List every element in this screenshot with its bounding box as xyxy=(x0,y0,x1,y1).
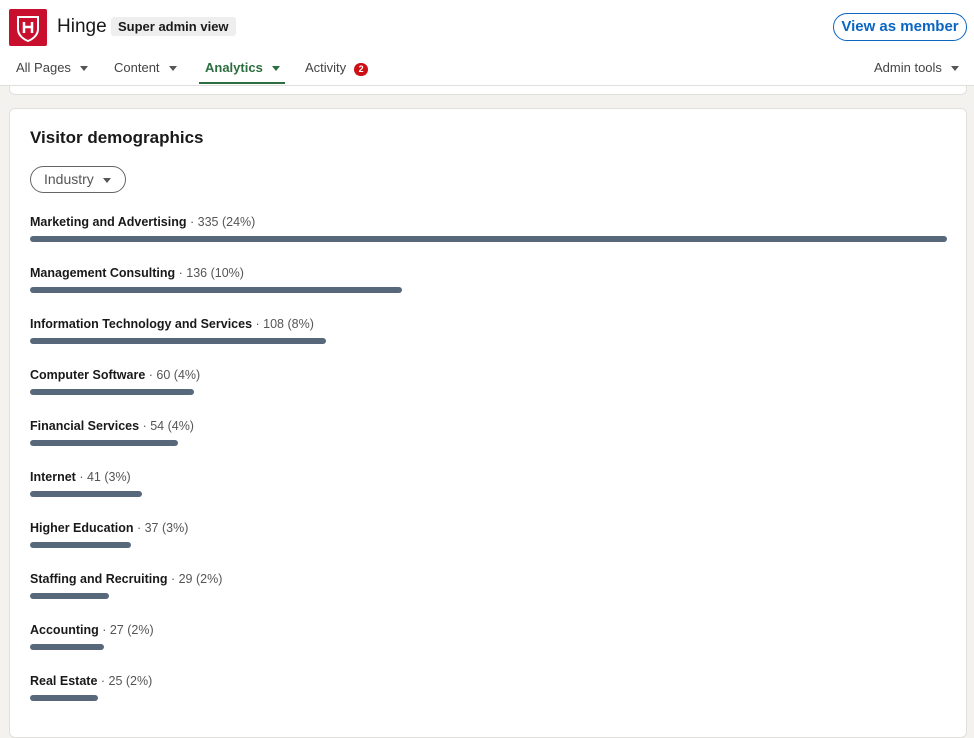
page-header: Hinge Super admin view View as member Al… xyxy=(0,0,974,86)
org-name: Hinge xyxy=(57,16,107,37)
industry-stats: · 27 (2%) xyxy=(98,623,154,637)
row-label: Internet · 41 (3%) xyxy=(30,470,131,484)
bar-track xyxy=(30,695,947,701)
row-label: Information Technology and Services · 10… xyxy=(30,317,314,331)
industry-stats: · 54 (4%) xyxy=(139,419,194,433)
bar-track xyxy=(30,542,947,548)
view-as-member-button[interactable]: View as member xyxy=(833,13,967,41)
industry-bar xyxy=(30,389,195,395)
industry-bar xyxy=(30,593,110,599)
industry-bar xyxy=(30,287,403,293)
admin-tools-menu[interactable]: Admin tools xyxy=(874,60,959,84)
industry-name: Computer Software xyxy=(30,368,146,382)
menu-label: Admin tools xyxy=(874,60,942,75)
visitor-demographics-card: Visitor demographics Industry Marketing … xyxy=(9,108,967,738)
industry-bar xyxy=(30,542,132,548)
tab-activity[interactable]: Activity 2 xyxy=(305,60,369,84)
industry-stats: · 37 (3%) xyxy=(133,521,189,535)
bar-track xyxy=(30,593,947,599)
industry-bar xyxy=(30,491,143,497)
list-item: Staffing and Recruiting · 29 (2%) xyxy=(30,572,947,612)
chevron-down-icon xyxy=(79,66,88,71)
row-label: Accounting · 27 (2%) xyxy=(30,623,154,637)
industry-name: Higher Education xyxy=(30,521,134,535)
row-label: Staffing and Recruiting · 29 (2%) xyxy=(30,572,222,586)
industry-stats: · 41 (3%) xyxy=(75,470,131,484)
notification-badge: 2 xyxy=(354,63,369,76)
industry-stats: · 136 (10%) xyxy=(175,266,244,280)
row-label: Computer Software · 60 (4%) xyxy=(30,368,200,382)
bar-track xyxy=(30,491,947,497)
industry-bar xyxy=(30,338,326,344)
industry-bar xyxy=(30,236,947,242)
list-item: Computer Software · 60 (4%) xyxy=(30,368,947,408)
chevron-down-icon xyxy=(271,66,280,71)
industry-filter-dropdown[interactable]: Industry xyxy=(30,166,126,193)
tab-analytics[interactable]: Analytics xyxy=(205,60,280,84)
list-item: Marketing and Advertising · 335 (24%) xyxy=(30,215,947,255)
previous-card-bottom xyxy=(9,86,967,95)
list-item: Information Technology and Services · 10… xyxy=(30,317,947,357)
company-logo[interactable] xyxy=(9,9,47,46)
active-tab-indicator xyxy=(199,82,285,84)
row-label: Financial Services · 54 (4%) xyxy=(30,419,194,433)
list-item: Higher Education · 37 (3%) xyxy=(30,521,947,561)
tab-label: All Pages xyxy=(16,60,71,75)
list-item: Real Estate · 25 (2%) xyxy=(30,674,947,714)
list-item: Accounting · 27 (2%) xyxy=(30,623,947,663)
tab-all-pages[interactable]: All Pages xyxy=(16,60,88,84)
bar-track xyxy=(30,236,947,242)
industry-bar xyxy=(30,644,104,650)
list-item: Internet · 41 (3%) xyxy=(30,470,947,510)
industry-name: Financial Services xyxy=(30,419,140,433)
industry-name: Information Technology and Services xyxy=(30,317,253,331)
industry-stats: · 29 (2%) xyxy=(167,572,223,586)
chevron-down-icon xyxy=(103,178,111,183)
chevron-down-icon xyxy=(950,66,959,71)
row-label: Marketing and Advertising · 335 (24%) xyxy=(30,215,255,229)
bar-track xyxy=(30,338,947,344)
industry-name: Staffing and Recruiting xyxy=(30,572,168,586)
tab-label: Activity xyxy=(305,60,347,75)
card-title: Visitor demographics xyxy=(30,128,204,147)
tab-content[interactable]: Content xyxy=(114,60,177,84)
bar-track xyxy=(30,440,947,446)
row-label: Real Estate · 25 (2%) xyxy=(30,674,152,688)
industry-bar xyxy=(30,695,99,701)
list-item: Management Consulting · 136 (10%) xyxy=(30,266,947,306)
chevron-down-icon xyxy=(168,66,177,71)
row-label: Higher Education · 37 (3%) xyxy=(30,521,188,535)
industry-name: Marketing and Advertising xyxy=(30,215,187,229)
industry-stats: · 335 (24%) xyxy=(186,215,256,229)
list-item: Financial Services · 54 (4%) xyxy=(30,419,947,459)
bar-track xyxy=(30,644,947,650)
shield-icon xyxy=(17,15,39,42)
industry-stats: · 60 (4%) xyxy=(145,368,201,382)
industry-name: Management Consulting xyxy=(30,266,176,280)
bar-track xyxy=(30,287,947,293)
filter-label: Industry xyxy=(44,171,94,187)
industry-name: Real Estate xyxy=(30,674,98,688)
bar-track xyxy=(30,389,947,395)
tab-label: Analytics xyxy=(205,60,263,75)
industry-name: Internet xyxy=(30,470,76,484)
industry-bar xyxy=(30,440,178,446)
tab-label: Content xyxy=(114,60,160,75)
industry-stats: · 108 (8%) xyxy=(252,317,314,331)
row-label: Management Consulting · 136 (10%) xyxy=(30,266,244,280)
industry-stats: · 25 (2%) xyxy=(97,674,153,688)
industry-name: Accounting xyxy=(30,623,99,637)
admin-view-badge: Super admin view xyxy=(111,17,236,36)
